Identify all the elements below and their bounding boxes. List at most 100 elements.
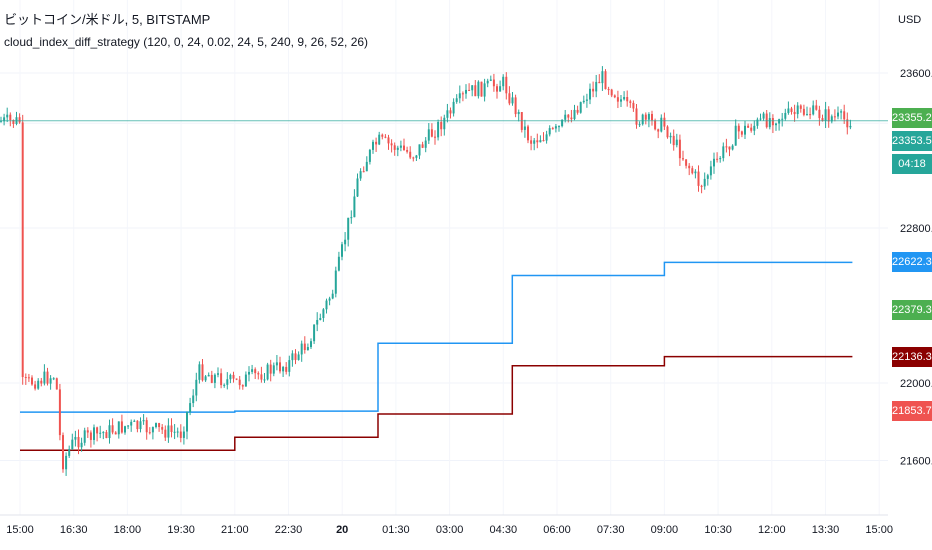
candle-body bbox=[644, 114, 647, 120]
price-tick-label: 23600.00 bbox=[900, 68, 932, 80]
candle-body bbox=[396, 147, 399, 150]
candle-body bbox=[83, 430, 86, 443]
candle-body bbox=[316, 319, 319, 325]
candle-body bbox=[37, 380, 40, 389]
candle-body bbox=[480, 81, 483, 97]
candle-body bbox=[840, 111, 843, 113]
candle-body bbox=[542, 140, 545, 142]
candle-body bbox=[288, 360, 291, 372]
candle-body bbox=[117, 421, 120, 435]
candle-body bbox=[427, 129, 430, 141]
candle-body bbox=[272, 365, 275, 374]
candle-body bbox=[148, 432, 151, 434]
candle-body bbox=[610, 89, 613, 96]
candle-body bbox=[86, 430, 89, 433]
candle-body bbox=[626, 97, 629, 102]
candle-body bbox=[719, 158, 722, 160]
candle-body bbox=[244, 374, 247, 387]
candle-body bbox=[697, 171, 700, 186]
candle-body bbox=[207, 374, 210, 377]
candle-body bbox=[195, 379, 198, 396]
candle-body bbox=[430, 129, 433, 137]
candle-body bbox=[424, 140, 427, 148]
candle-body bbox=[279, 362, 281, 372]
candle-body bbox=[21, 122, 24, 378]
indicator-title[interactable]: cloud_index_diff_strategy (120, 0, 24, 0… bbox=[4, 35, 369, 49]
candle-body bbox=[781, 118, 784, 120]
time-tick-label: 10:30 bbox=[704, 524, 732, 536]
candle-body bbox=[787, 108, 790, 113]
candle-body bbox=[347, 217, 350, 240]
candle-body bbox=[260, 374, 263, 380]
candle-body bbox=[830, 116, 833, 122]
candle-body bbox=[71, 439, 74, 450]
candle-body bbox=[409, 151, 412, 158]
candle-body bbox=[173, 431, 176, 433]
candle-body bbox=[192, 395, 195, 404]
red-step-line bbox=[20, 355, 853, 451]
time-axis[interactable]: 15:00 16:30 18:00 19:30 21:00 22:30 20 01:30 03:… bbox=[6, 524, 893, 536]
candle-body bbox=[582, 100, 585, 103]
candle-body bbox=[716, 158, 719, 160]
candle-body bbox=[161, 427, 164, 430]
candle-body bbox=[629, 101, 632, 103]
candle-body bbox=[744, 125, 746, 135]
price-tag: 23355.23 bbox=[892, 108, 932, 129]
candle-body bbox=[170, 425, 173, 432]
candle-body bbox=[46, 371, 49, 384]
time-tick-label: 09:00 bbox=[651, 524, 679, 536]
candle-body bbox=[3, 117, 6, 122]
candle-body bbox=[694, 171, 697, 174]
candle-body bbox=[486, 80, 489, 84]
candle-body bbox=[762, 113, 765, 119]
candle-body bbox=[620, 99, 622, 102]
candle-body bbox=[384, 136, 387, 138]
candle-body bbox=[303, 343, 306, 351]
time-tick-label: 20 bbox=[336, 524, 348, 536]
candle-body bbox=[706, 175, 709, 179]
price-tag: 22622.34 bbox=[892, 252, 932, 273]
candle-body bbox=[158, 423, 161, 428]
candle-body bbox=[678, 139, 681, 159]
candle-body bbox=[570, 117, 573, 120]
candle-body bbox=[421, 144, 424, 148]
candle-body bbox=[660, 117, 663, 132]
candle-body bbox=[455, 98, 458, 102]
candle-body bbox=[418, 144, 421, 156]
candle-body bbox=[310, 341, 312, 348]
grid-lines bbox=[0, 0, 888, 516]
candle-body bbox=[334, 270, 337, 294]
time-tick-label: 16:30 bbox=[60, 524, 88, 536]
candle-body bbox=[269, 364, 272, 374]
candle-body bbox=[613, 95, 616, 98]
price-tag: 04:18 bbox=[892, 154, 932, 175]
candle-body bbox=[713, 158, 715, 167]
candle-body bbox=[796, 105, 799, 115]
candle-body bbox=[806, 114, 808, 116]
candle-body bbox=[198, 364, 201, 380]
candle-body bbox=[502, 76, 505, 87]
candle-body bbox=[632, 102, 635, 109]
candle-body bbox=[176, 431, 179, 433]
candle-body bbox=[254, 369, 257, 374]
candle-body bbox=[740, 131, 743, 135]
candle-body bbox=[558, 126, 560, 128]
candle-body bbox=[654, 120, 657, 130]
candle-body bbox=[179, 431, 182, 438]
candle-body bbox=[514, 97, 517, 115]
candle-body bbox=[802, 108, 805, 115]
candle-body bbox=[672, 135, 675, 146]
symbol-title[interactable]: ビットコイン/米ドル, 5, BITSTAMP bbox=[4, 12, 211, 27]
candle-body bbox=[356, 178, 359, 197]
candle-body bbox=[223, 384, 226, 386]
candle-body bbox=[189, 403, 192, 412]
candle-body bbox=[204, 376, 207, 381]
candle-body bbox=[220, 373, 223, 386]
candle-body bbox=[263, 379, 266, 381]
candle-body bbox=[114, 432, 117, 435]
candle-body bbox=[750, 127, 753, 131]
candle-body bbox=[182, 431, 185, 438]
candle-body bbox=[6, 114, 9, 118]
